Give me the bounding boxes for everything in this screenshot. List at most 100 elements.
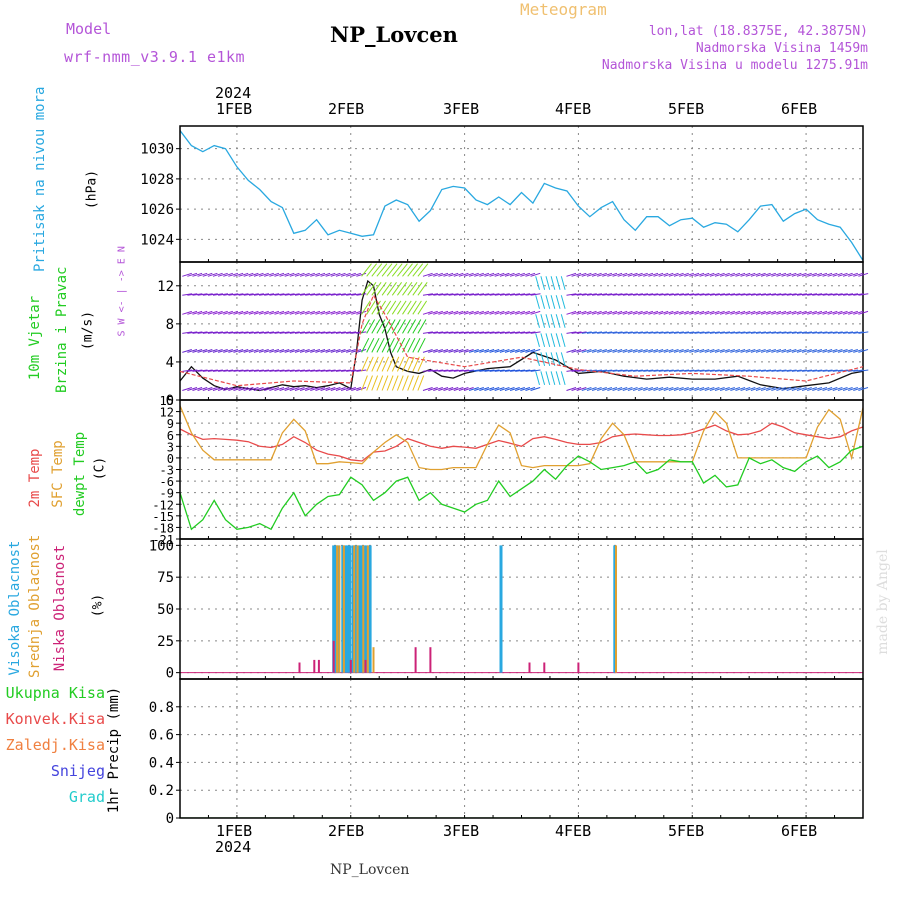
- wind-arrow: [299, 349, 310, 353]
- wind-arrow: [607, 387, 618, 391]
- wind-arrow: [371, 375, 379, 391]
- wind-arrow: [212, 369, 223, 372]
- precip-label-snow: Snijeg: [50, 762, 105, 780]
- wind-arrow: [648, 310, 659, 315]
- wind-arrow: [346, 331, 357, 334]
- wind-arrow: [386, 375, 394, 391]
- wind-arrow: [187, 272, 198, 277]
- wind-arrow: [520, 293, 531, 296]
- wind-arrow: [453, 272, 464, 277]
- wind-arrow: [566, 293, 577, 296]
- temperature-ytick-label: -21: [152, 533, 174, 547]
- wind-arrow: [182, 331, 193, 334]
- wind-arrow: [694, 272, 705, 277]
- wind-arrow: [755, 310, 766, 315]
- temperature-ytick-label: 6: [167, 429, 174, 443]
- wind-arrow: [550, 333, 556, 348]
- wind-arrow: [391, 356, 400, 372]
- wind-arrow: [571, 272, 582, 277]
- wind-arrow: [796, 272, 807, 277]
- wind-arrow: [591, 349, 602, 353]
- wind-arrow: [391, 282, 403, 296]
- wind-arrow: [622, 293, 633, 296]
- wind-arrow: [643, 293, 654, 296]
- wind-arrow: [781, 293, 792, 296]
- wind-arrow: [269, 369, 280, 372]
- wind-arrow: [228, 310, 239, 315]
- wind-arrow: [417, 375, 425, 391]
- wind-arrow: [463, 331, 474, 334]
- wind-arrow: [223, 387, 233, 391]
- wind-arrow: [412, 375, 420, 391]
- wind-arrow: [766, 331, 777, 334]
- wind-arrow: [474, 369, 485, 372]
- wind-arrow: [428, 293, 439, 296]
- wind-arrow: [607, 272, 618, 277]
- wind-arrow: [504, 387, 515, 391]
- wind-arrow: [658, 331, 669, 334]
- wind-arrow: [663, 272, 674, 277]
- wind-arrow: [182, 349, 192, 353]
- wind-arrow: [638, 331, 649, 334]
- wind-arrow: [212, 387, 223, 391]
- wind-arrow: [699, 369, 710, 372]
- wind-arrow: [771, 349, 782, 353]
- tick-top-3feb: 3FEB: [443, 100, 480, 118]
- wind-arrow: [525, 331, 536, 334]
- wind-arrow: [182, 310, 192, 315]
- wind-arrow: [515, 349, 525, 353]
- wind-arrow: [510, 331, 521, 334]
- precip-frame: [179, 678, 864, 819]
- wind-arrow: [381, 263, 393, 277]
- wind-arrow: [396, 375, 404, 391]
- wind-arrow: [371, 356, 379, 372]
- wind-arrow: [346, 310, 356, 315]
- wind-gust-line: [179, 293, 864, 387]
- wind-arrow: [515, 369, 526, 372]
- wind-arrow: [684, 331, 695, 334]
- wind-arrow: [550, 371, 556, 386]
- temperature-ytick-label: -6: [160, 475, 174, 489]
- wind-arrow: [725, 369, 736, 372]
- wind-arrow: [735, 272, 746, 277]
- wind-arrow: [771, 272, 782, 277]
- wind-arrow: [622, 331, 633, 334]
- wind-arrow: [474, 349, 484, 353]
- wind-arrow: [586, 331, 597, 334]
- wind-arrow: [458, 331, 469, 334]
- wind-arrow: [264, 349, 274, 353]
- wind-arrow: [597, 387, 607, 391]
- tick-bottom-5feb: 5FEB: [668, 822, 705, 840]
- wind-arrow: [269, 310, 280, 315]
- wind-arrow: [689, 310, 700, 315]
- wind-arrow: [576, 310, 587, 315]
- wind-arrow: [197, 369, 208, 372]
- wind-arrow: [248, 272, 259, 277]
- wind-arrow: [484, 387, 495, 391]
- wind-arrow: [832, 369, 843, 372]
- wind-arrow: [571, 331, 582, 334]
- wind-arrow: [679, 272, 689, 277]
- precip-ytick-label: 0.6: [149, 728, 174, 744]
- wind-arrow: [197, 331, 208, 334]
- wind-arrow: [489, 331, 500, 334]
- wind-arrow: [474, 310, 484, 315]
- wind-arrow: [248, 310, 259, 315]
- wind-arrow: [509, 272, 520, 277]
- wind-arrow: [581, 272, 592, 277]
- wind-arrow: [560, 276, 566, 290]
- wind-arrow: [832, 349, 843, 353]
- wind-arrow: [325, 310, 336, 315]
- precip-ytick-label: 0: [166, 811, 174, 827]
- wind-arrow: [310, 331, 321, 334]
- wind-arrow: [837, 349, 848, 353]
- wind-arrow: [817, 349, 828, 353]
- precip-label-convective: Konvek.Kisa: [5, 710, 105, 728]
- wind-arrow: [837, 293, 848, 296]
- wind-arrow: [796, 310, 807, 315]
- wind-arrow: [535, 314, 540, 328]
- wind-arrow: [633, 331, 643, 334]
- wind-arrow: [207, 331, 218, 334]
- wind-arrow: [658, 310, 669, 315]
- wind-arrow: [438, 387, 449, 391]
